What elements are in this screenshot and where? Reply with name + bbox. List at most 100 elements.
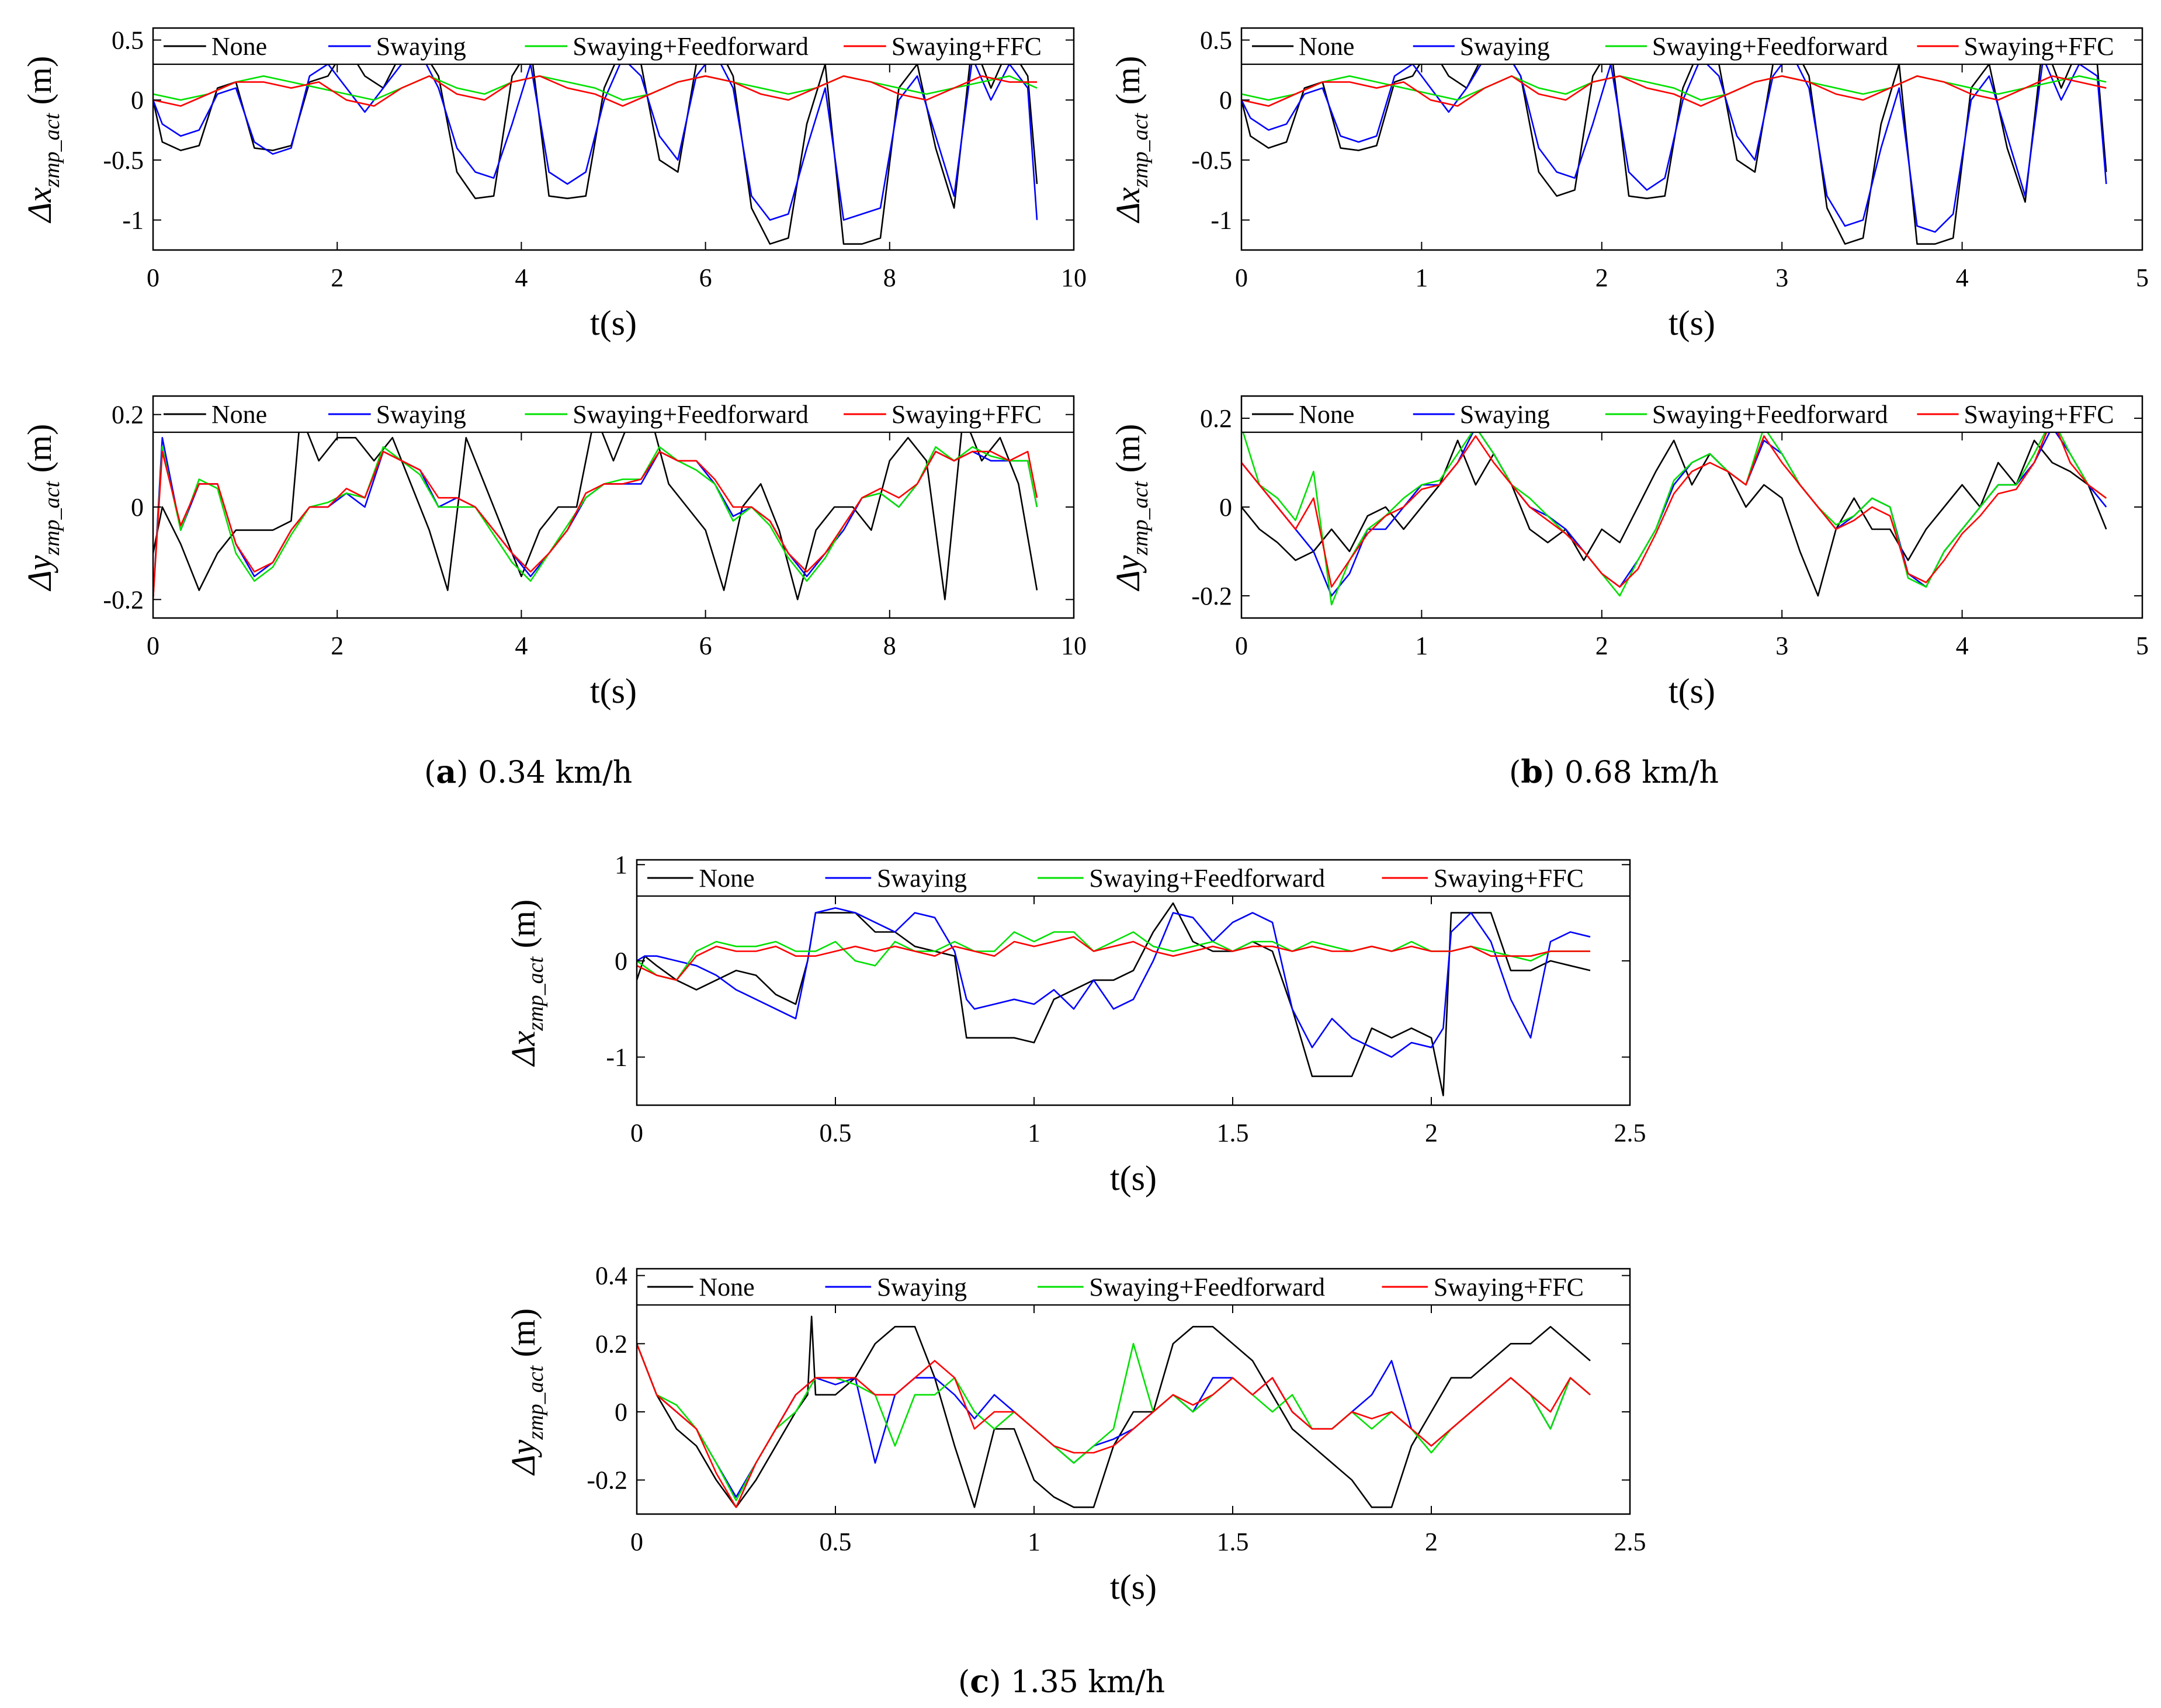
- x-tick-label: 1: [1028, 1119, 1040, 1147]
- series-swaying-ffc: [637, 1343, 1591, 1508]
- caption-c: (c) 1.35 km/h: [958, 1662, 1165, 1700]
- y-tick-label: 0: [131, 86, 144, 114]
- x-tick-label: 1: [1415, 631, 1428, 660]
- x-tick-label: 2: [1595, 263, 1608, 292]
- plot-frame: [152, 395, 1075, 619]
- y-tick-label: -0.2: [1191, 582, 1232, 610]
- x-tick-label: 0.5: [820, 1119, 852, 1147]
- x-tick-label: 3: [1775, 263, 1788, 292]
- x-tick-label: 0: [1235, 631, 1248, 660]
- legend-label: Swaying+Feedforward: [1089, 1273, 1325, 1301]
- y-tick-label: -1: [122, 206, 144, 235]
- legend-label: Swaying+FFC: [1964, 32, 2114, 61]
- x-axis-label: t(s): [1669, 672, 1715, 710]
- series-swaying-feedforward: [153, 446, 1038, 600]
- x-tick-label: 8: [883, 631, 896, 660]
- legend-label: None: [1299, 32, 1354, 61]
- legend-label: Swaying: [376, 32, 466, 61]
- legend-label: Swaying: [877, 1273, 967, 1301]
- legend-label: Swaying+Feedforward: [1089, 864, 1325, 893]
- chart-c-x: None Swaying Swaying+Feedforward Swaying+FF…: [504, 850, 1646, 1197]
- x-tick-label: 4: [1956, 631, 1969, 660]
- x-tick-label: 4: [515, 263, 528, 292]
- x-axis-label: t(s): [1669, 304, 1715, 342]
- series-swaying-ffc: [153, 75, 1037, 107]
- legend-label: Swaying: [376, 400, 466, 429]
- series-none: [153, 432, 1038, 600]
- legend-label: None: [211, 400, 267, 429]
- series-none: [153, 64, 1038, 245]
- series-swaying-feedforward: [1242, 432, 2107, 606]
- plot-frame: [1240, 395, 2143, 619]
- y-tick-label: 0.5: [112, 26, 144, 55]
- y-tick-label: -0.5: [103, 146, 144, 175]
- legend-label: Swaying+Feedforward: [1652, 32, 1888, 61]
- x-tick-label: 6: [699, 263, 712, 292]
- x-tick-label: 6: [699, 631, 712, 660]
- y-tick-label: -0.2: [587, 1466, 627, 1495]
- x-tick-label: 5: [2136, 631, 2149, 660]
- x-axis-label: t(s): [1110, 1568, 1157, 1606]
- legend-label: Swaying+FFC: [892, 32, 1042, 61]
- x-tick-label: 0: [630, 1119, 643, 1147]
- series-swaying-feedforward: [1241, 75, 2107, 101]
- legend-label: Swaying+Feedforward: [573, 400, 809, 429]
- y-tick-label: -0.5: [1191, 146, 1232, 175]
- x-tick-label: 4: [1956, 263, 1969, 292]
- series-swaying-ffc: [1241, 432, 2107, 588]
- legend-label: Swaying+Feedforward: [573, 32, 809, 61]
- y-tick-label: 0: [615, 947, 627, 975]
- chart-a-x: None Swaying Swaying+Feedforward Swaying+FF…: [20, 26, 1087, 342]
- y-axis-label: Δyzmp_act (m): [504, 1308, 548, 1476]
- series-swaying-ffc: [637, 936, 1590, 981]
- caption-b: (b) 0.68 km/h: [1509, 753, 1719, 790]
- series-swaying: [153, 437, 1038, 600]
- y-tick-label: 0.5: [1200, 26, 1232, 55]
- y-axis-label: Δyzmp_act (m): [20, 424, 64, 592]
- y-tick-label: 0.2: [112, 401, 144, 429]
- x-tick-label: 1.5: [1217, 1528, 1249, 1556]
- y-tick-label: 0.2: [1200, 404, 1232, 433]
- series-swaying: [1241, 64, 2107, 233]
- chart-c-y: None Swaying Swaying+Feedforward Swaying+FF…: [504, 1262, 1646, 1606]
- x-tick-label: 0: [630, 1528, 643, 1556]
- x-axis-label: t(s): [590, 672, 637, 710]
- y-tick-label: 0.4: [595, 1262, 627, 1290]
- x-tick-label: 3: [1775, 631, 1788, 660]
- series-swaying-feedforward: [637, 1343, 1591, 1501]
- legend-label: Swaying: [877, 864, 967, 893]
- x-tick-label: 1: [1415, 263, 1428, 292]
- legend-label: Swaying+FFC: [892, 400, 1042, 429]
- x-tick-label: 2.5: [1614, 1119, 1646, 1147]
- legend-label: None: [699, 1273, 754, 1301]
- y-axis-label: Δxzmp_act (m): [1109, 56, 1153, 224]
- x-tick-label: 8: [883, 263, 896, 292]
- x-tick-label: 2: [1425, 1528, 1438, 1556]
- series-swaying-feedforward: [153, 75, 1038, 101]
- caption-a: (a) 0.34 km/h: [424, 753, 632, 790]
- chart-b-x: None Swaying Swaying+Feedforward Swaying+FF…: [1109, 26, 2149, 342]
- x-tick-label: 1: [1028, 1528, 1040, 1556]
- series-swaying-ffc: [153, 450, 1038, 600]
- legend-label: Swaying: [1460, 32, 1550, 61]
- x-tick-label: 2: [1595, 631, 1608, 660]
- x-tick-label: 10: [1061, 263, 1087, 292]
- x-tick-label: 5: [2136, 263, 2149, 292]
- plot-frame: [152, 27, 1075, 251]
- x-tick-label: 2: [331, 263, 344, 292]
- y-axis-label: Δyzmp_act (m): [1109, 424, 1153, 592]
- legend-label: None: [699, 864, 754, 893]
- y-axis-label: Δxzmp_act (m): [504, 900, 548, 1067]
- series-swaying: [637, 1343, 1591, 1498]
- series-none: [637, 902, 1591, 1096]
- chart-a-y: None Swaying Swaying+Feedforward Swaying+FF…: [20, 395, 1087, 710]
- x-tick-label: 1.5: [1217, 1119, 1249, 1147]
- series-swaying: [637, 907, 1591, 1058]
- plot-frame: [636, 1268, 1631, 1515]
- series-swaying-ffc: [1241, 75, 2107, 107]
- x-tick-label: 0.5: [820, 1528, 852, 1556]
- x-axis-label: t(s): [1110, 1159, 1157, 1197]
- legend-label: Swaying: [1460, 400, 1550, 429]
- x-axis-label: t(s): [590, 304, 637, 342]
